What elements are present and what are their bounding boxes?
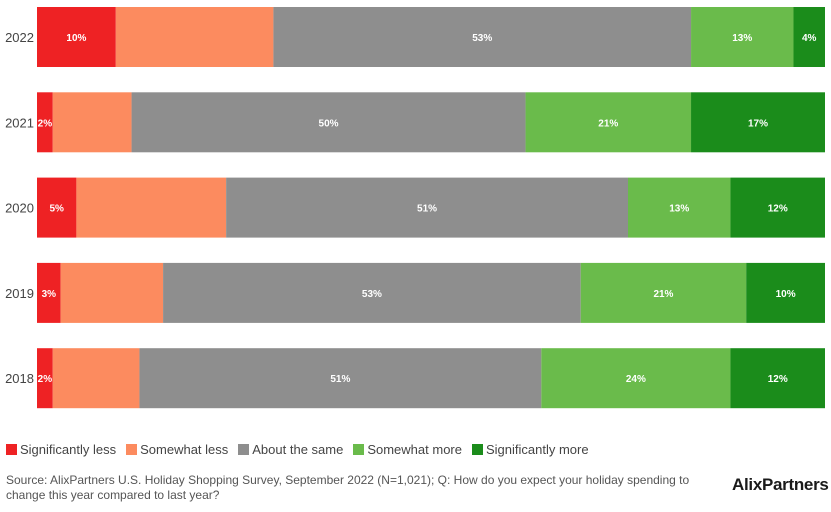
- legend-label: Somewhat less: [140, 442, 229, 457]
- legend-item-somewhat-less: Somewhat less: [126, 442, 228, 457]
- bar-segment: [691, 92, 825, 153]
- bar-segment: [131, 92, 526, 153]
- y-tick-label: 2021: [5, 115, 34, 130]
- legend-swatch: [6, 444, 17, 455]
- legend-label: Somewhat more: [367, 442, 462, 457]
- legend-item-significantly-less: Significantly less: [6, 442, 116, 457]
- bar-segment: [730, 177, 825, 238]
- bar-segment: [525, 92, 692, 153]
- bar-segment: [37, 92, 53, 153]
- bar-segment: [793, 7, 825, 67]
- stacked-bar-chart: 2022 10% 53% 13% 4% 2021 2% 50% 21% 17% 2020 5% 51% 1…: [5, 7, 825, 409]
- legend-item-significantly-more: Significantly more: [471, 442, 589, 457]
- data-label: 2%: [38, 374, 53, 385]
- y-tick-label: 2022: [5, 30, 34, 45]
- bar-segment: [541, 348, 731, 409]
- bar-segment: [139, 348, 542, 409]
- legend-swatch: [238, 444, 250, 455]
- data-label: 51%: [417, 204, 437, 215]
- legend-item-somewhat-more: Somewhat more: [353, 442, 462, 457]
- data-label: 12%: [768, 374, 788, 385]
- brand-logo: AlixPartners: [732, 475, 829, 494]
- data-label: 53%: [472, 33, 492, 44]
- bar-segment: [580, 262, 747, 323]
- data-label: 24%: [626, 374, 646, 385]
- bar-segment: [52, 92, 132, 153]
- bar-segment: [37, 7, 116, 67]
- bar-segment: [76, 177, 227, 238]
- legend-label: Significantly more: [485, 442, 589, 457]
- bar-segment: [226, 177, 628, 238]
- data-label: 51%: [330, 374, 350, 385]
- source-note: Source: AlixPartners U.S. Holiday Shoppi…: [6, 473, 690, 502]
- bar-segment: [691, 7, 794, 67]
- legend-item-about-the-same: About the same: [238, 442, 343, 457]
- data-label: 10%: [776, 289, 796, 300]
- bar-segment: [37, 348, 53, 409]
- data-label: 5%: [49, 204, 64, 215]
- y-tick-label: 2018: [5, 371, 34, 386]
- data-label: 50%: [319, 118, 339, 129]
- legend-label: About the same: [252, 442, 344, 457]
- y-tick-label: 2020: [5, 201, 34, 216]
- bar-segment: [37, 177, 77, 238]
- data-label: 53%: [362, 289, 382, 300]
- bar-segment: [60, 262, 164, 323]
- bar-segment: [37, 262, 61, 323]
- bar-segment: [115, 7, 274, 67]
- data-label: 12%: [768, 204, 788, 215]
- data-label: 17%: [748, 118, 768, 129]
- bar-segment: [52, 348, 140, 409]
- data-label: 13%: [669, 204, 689, 215]
- legend-swatch: [471, 444, 483, 455]
- data-label: 3%: [42, 289, 57, 300]
- bar-segment: [746, 262, 825, 323]
- data-label: 4%: [802, 33, 817, 44]
- legend: Significantly less Somewhat less About t…: [6, 442, 589, 457]
- data-label: 21%: [653, 289, 673, 300]
- legend-label: Significantly less: [20, 442, 117, 457]
- y-tick-label: 2019: [5, 286, 34, 301]
- bar-segment: [273, 7, 692, 67]
- legend-swatch: [353, 444, 365, 455]
- data-label: 10%: [66, 33, 86, 44]
- bar-segment: [730, 348, 825, 409]
- data-label: 21%: [598, 118, 618, 129]
- data-label: 13%: [732, 33, 752, 44]
- data-label: 2%: [38, 118, 53, 129]
- bar-segment: [628, 177, 731, 238]
- legend-swatch: [126, 444, 138, 455]
- bar-segment: [163, 262, 581, 323]
